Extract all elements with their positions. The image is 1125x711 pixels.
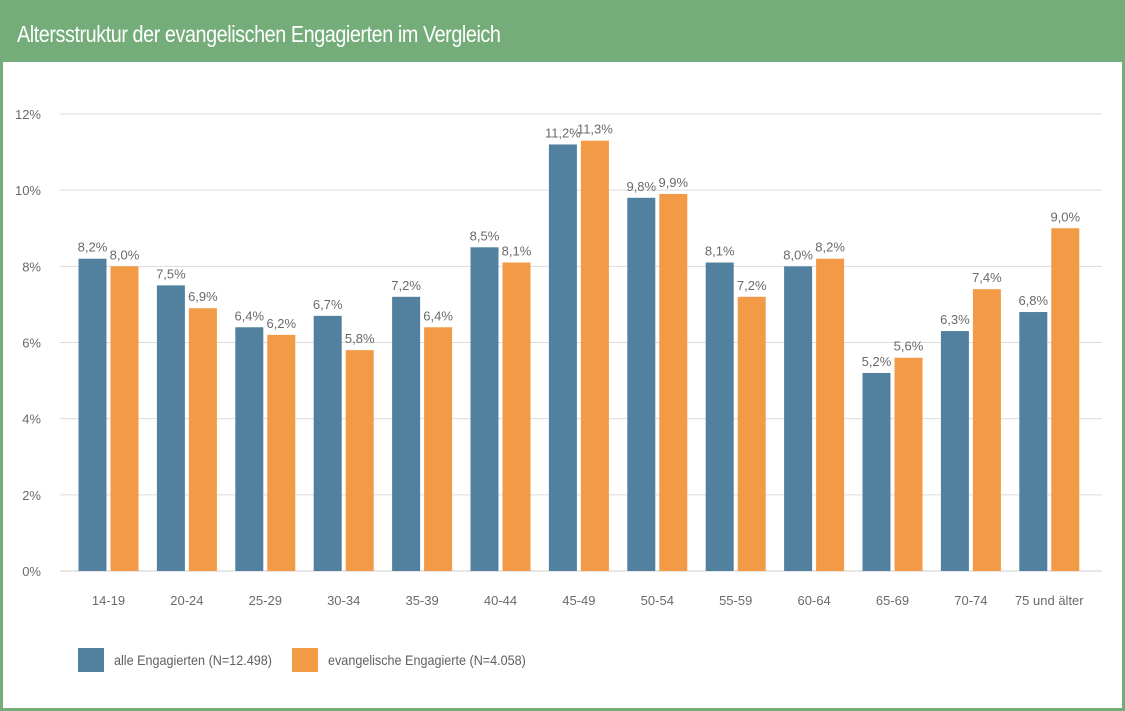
bar-series1 [548, 144, 577, 571]
bar-series2 [580, 140, 609, 572]
y-tick-label: 4% [22, 412, 41, 427]
bar-series2 [972, 289, 1001, 571]
data-label: 5,6% [894, 339, 924, 354]
legend-swatch-series1 [78, 648, 104, 672]
bar-series1 [156, 285, 185, 571]
bar-series2 [659, 193, 688, 571]
legend-swatch-series2 [292, 648, 318, 672]
y-tick-label: 12% [15, 107, 41, 122]
data-label: 5,2% [862, 354, 892, 369]
data-label: 6,9% [188, 289, 218, 304]
chart-title: Altersstruktur der evangelischen Engagie… [17, 21, 501, 47]
bar-series2 [267, 334, 296, 571]
data-label: 6,4% [423, 308, 453, 323]
legend-label-series2: evangelische Engagierte (N=4.058) [328, 652, 526, 668]
x-tick-label: 60-64 [797, 593, 830, 608]
data-label: 11,3% [577, 122, 613, 137]
y-axis-ticks: 0% 2% 4% 6% 8% 10% 12% [15, 107, 41, 579]
x-tick-label: 35-39 [405, 593, 438, 608]
data-label: 9,9% [658, 175, 688, 190]
x-tick-label: 14-19 [92, 593, 125, 608]
bar-series2 [1051, 228, 1080, 571]
x-tick-label: 75 und älter [1015, 593, 1084, 608]
data-label: 6,3% [940, 312, 970, 327]
x-tick-label: 55-59 [719, 593, 752, 608]
data-label: 8,5% [470, 228, 500, 243]
data-label: 6,2% [266, 316, 296, 331]
y-tick-label: 0% [22, 564, 41, 579]
y-tick-label: 2% [22, 488, 41, 503]
x-tick-label: 50-54 [641, 593, 674, 608]
x-tick-label: 20-24 [170, 593, 203, 608]
data-label: 9,0% [1050, 209, 1080, 224]
bar-series2 [110, 266, 139, 571]
bar-series2 [816, 258, 845, 571]
y-tick-label: 10% [15, 183, 41, 198]
y-tick-label: 6% [22, 336, 41, 351]
x-tick-label: 25-29 [249, 593, 282, 608]
bar-series1 [705, 262, 734, 571]
x-tick-label: 30-34 [327, 593, 360, 608]
bars [78, 140, 1080, 572]
bar-series2 [188, 308, 217, 571]
data-label: 7,2% [737, 278, 767, 293]
data-labels: 8,2%8,0%7,5%6,9%6,4%6,2%6,7%5,8%7,2%6,4%… [78, 122, 1081, 369]
bar-series1 [784, 266, 813, 571]
data-label: 6,7% [313, 297, 343, 312]
bar-series2 [737, 296, 766, 571]
bar-series1 [940, 331, 969, 571]
bar-series1 [392, 296, 421, 571]
data-label: 8,2% [78, 240, 108, 255]
data-label: 8,0% [110, 247, 140, 262]
data-label: 7,4% [972, 270, 1002, 285]
bar-series2 [345, 350, 374, 571]
bar-series1 [862, 372, 891, 571]
title-bar: Altersstruktur der evangelischen Engagie… [3, 3, 1122, 62]
data-label: 8,1% [705, 244, 735, 259]
data-label: 8,0% [783, 247, 813, 262]
data-label: 6,8% [1018, 293, 1048, 308]
data-label: 8,2% [815, 240, 845, 255]
data-label: 5,8% [345, 331, 375, 346]
bar-series1 [470, 247, 499, 571]
data-label: 6,4% [234, 308, 264, 323]
legend-item-series2: evangelische Engagierte (N=4.058) [292, 648, 548, 672]
legend-label-series1: alle Engagierten (N=12.498) [114, 652, 272, 668]
data-label: 11,2% [545, 125, 581, 140]
x-tick-label: 40-44 [484, 593, 517, 608]
data-label: 7,5% [156, 266, 186, 281]
bar-series1 [1019, 312, 1048, 571]
bar-series1 [627, 197, 656, 572]
bar-series2 [424, 327, 453, 571]
bar-series1 [78, 258, 107, 571]
legend-item-series1: alle Engagierten (N=12.498) [78, 648, 290, 672]
x-tick-label: 65-69 [876, 593, 909, 608]
data-label: 8,1% [502, 244, 532, 259]
bar-series2 [502, 262, 531, 571]
data-label: 9,8% [626, 179, 656, 194]
bar-series2 [894, 357, 923, 571]
bar-series1 [235, 327, 264, 571]
x-tick-label: 45-49 [562, 593, 595, 608]
bar-series1 [313, 315, 342, 571]
y-tick-label: 8% [22, 259, 41, 274]
x-axis-ticks: 14-19 20-24 25-29 30-34 35-39 40-44 45-49 50-54… [92, 593, 1084, 608]
data-label: 7,2% [391, 278, 421, 293]
x-tick-label: 70-74 [954, 593, 987, 608]
